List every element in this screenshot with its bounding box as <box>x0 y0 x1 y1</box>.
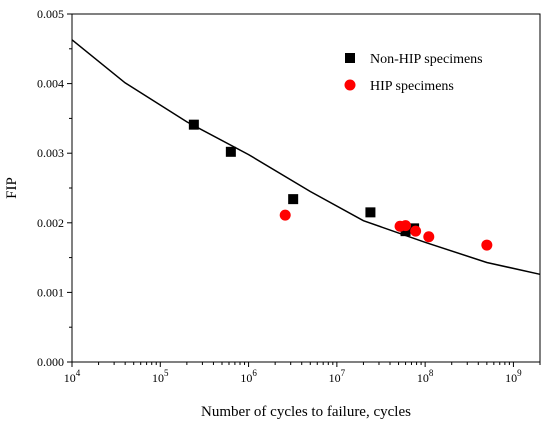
x-tick-label: 108 <box>417 368 434 385</box>
legend-label: Non-HIP specimens <box>370 52 483 67</box>
y-tick-label: 0.001 <box>37 285 64 299</box>
fit-curve <box>71 39 541 276</box>
non-hip-point <box>188 119 199 130</box>
axis-ticks: 0.000 0.001 0.002 0.003 0.004 0.005 104 105 106 1… <box>37 7 541 385</box>
x-tick-label: 104 <box>64 368 81 385</box>
y-tick-label: 0.004 <box>37 77 64 91</box>
y-tick-label: 0.002 <box>37 216 64 230</box>
legend: Non-HIP specimens HIP specimens <box>344 52 483 94</box>
legend-square-icon <box>345 53 355 63</box>
y-tick-label: 0.005 <box>37 7 64 21</box>
y-tick-label: 0.000 <box>37 355 64 369</box>
legend-circle-icon <box>344 79 356 91</box>
y-tick-label: 0.003 <box>37 146 64 160</box>
non-hip-point <box>400 226 411 237</box>
x-axis-title: Number of cycles to failure, cycles <box>201 404 411 420</box>
non-hip-point <box>225 146 236 157</box>
non-hip-point <box>288 194 299 205</box>
hip-point <box>410 225 422 237</box>
hip-point <box>481 239 493 251</box>
hip-point <box>279 209 291 221</box>
y-axis-title: FIP <box>4 177 20 199</box>
fit-curve-layer <box>71 39 541 276</box>
x-tick-label: 106 <box>240 368 257 385</box>
x-tick-label: 105 <box>152 368 169 385</box>
hip-point <box>400 220 412 232</box>
x-tick-label: 109 <box>505 368 522 385</box>
data-points-layer <box>188 119 493 251</box>
non-hip-point <box>365 207 376 218</box>
hip-point <box>423 231 435 243</box>
legend-label: HIP specimens <box>370 79 454 94</box>
x-tick-label: 107 <box>329 368 346 385</box>
